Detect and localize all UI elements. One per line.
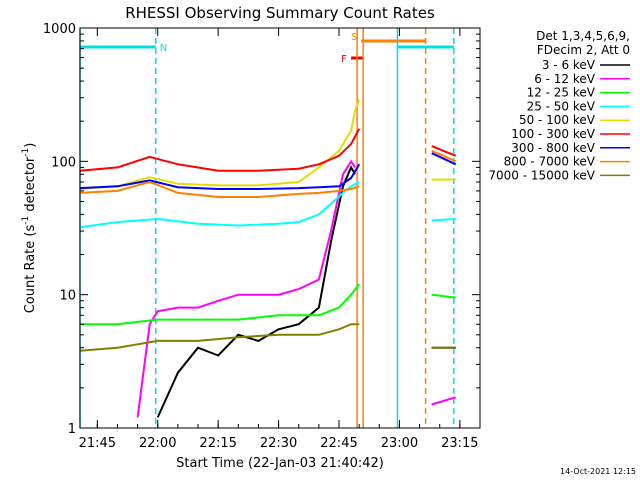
legend-label-4: 50 - 100 keV xyxy=(519,113,596,127)
legend-label-2: 12 - 25 keV xyxy=(527,86,596,100)
y-axis-label-main: Count Rate (s xyxy=(23,225,38,314)
x-tick-label-0: 21:45 xyxy=(79,436,116,451)
series-line-post-gap-5 xyxy=(431,145,457,157)
x-axis-label: Start Time (22-Jan-03 21:40:42) xyxy=(176,456,384,471)
x-tick-label-6: 23:15 xyxy=(441,436,478,451)
chart-title: RHESSI Observing Summary Count Rates xyxy=(125,4,435,22)
legend-label-1: 6 - 12 keV xyxy=(534,72,596,86)
x-axis-ticks: 21:45 22:00 22:15 22:30 22:45 23:00 23:15 xyxy=(79,28,481,451)
series-line-post-gap-1 xyxy=(431,396,457,406)
plot-frame xyxy=(79,27,481,429)
series-line-6 xyxy=(79,163,361,190)
flag-label-s: S xyxy=(351,32,357,43)
y-axis-label-sup1: -1 xyxy=(21,216,31,225)
series-line-2 xyxy=(80,283,360,326)
series-lines xyxy=(79,99,457,418)
y-tick-label-1: 10 xyxy=(59,289,76,304)
series-line-7 xyxy=(79,180,360,198)
series-line-3 xyxy=(79,181,360,229)
legend-label-6: 300 - 800 keV xyxy=(511,141,595,155)
x-tick-label-5: 23:00 xyxy=(381,436,418,451)
flag-label-n: N xyxy=(160,43,167,54)
x-tick-label-1: 22:00 xyxy=(139,436,176,451)
x-tick-label-2: 22:15 xyxy=(199,436,236,451)
series-line-post-gap-3 xyxy=(431,217,456,222)
series-line-4 xyxy=(79,99,361,190)
y-axis-ticks: 1 10 100 1000 xyxy=(43,22,480,437)
y-tick-label-2: 100 xyxy=(51,155,76,170)
legend-label-0: 3 - 6 keV xyxy=(542,58,596,72)
flag-label-f: F xyxy=(341,54,347,65)
legend-header-line-1: Det 1,3,4,5,6,9, xyxy=(536,29,630,43)
series-line-post-gap-7 xyxy=(431,149,457,163)
series-line-8 xyxy=(79,323,360,352)
y-axis-label: Count Rate (s-1 detector-1) xyxy=(21,143,38,314)
series-line-post-gap-2 xyxy=(431,293,456,299)
series-line-5 xyxy=(79,128,361,172)
x-tick-label-4: 22:45 xyxy=(320,436,357,451)
legend-label-7: 800 - 7000 keV xyxy=(504,155,596,169)
legend-label-3: 25 - 50 keV xyxy=(527,99,596,113)
legend-header-line-2: FDecim 2, Att 0 xyxy=(537,43,630,57)
legend-label-5: 100 - 300 keV xyxy=(511,127,595,141)
series-line-1 xyxy=(136,159,356,418)
vertical-markers xyxy=(79,28,455,428)
series-line-post-gap-6 xyxy=(431,152,457,166)
footer-timestamp: 14-Oct-2021 12:15 xyxy=(560,467,636,476)
y-tick-label-0: 1 xyxy=(68,422,76,437)
observing-flags: N FS xyxy=(80,32,454,65)
y-axis-label-end: ) xyxy=(23,143,38,148)
y-axis-label-mid: detector xyxy=(23,156,38,216)
y-tick-label-3: 1000 xyxy=(43,22,76,37)
x-tick-label-3: 22:30 xyxy=(260,436,297,451)
series-line-0 xyxy=(156,165,356,418)
y-axis-label-sup2: -1 xyxy=(21,148,31,157)
legend-label-8: 7000 - 15000 keV xyxy=(488,168,595,182)
